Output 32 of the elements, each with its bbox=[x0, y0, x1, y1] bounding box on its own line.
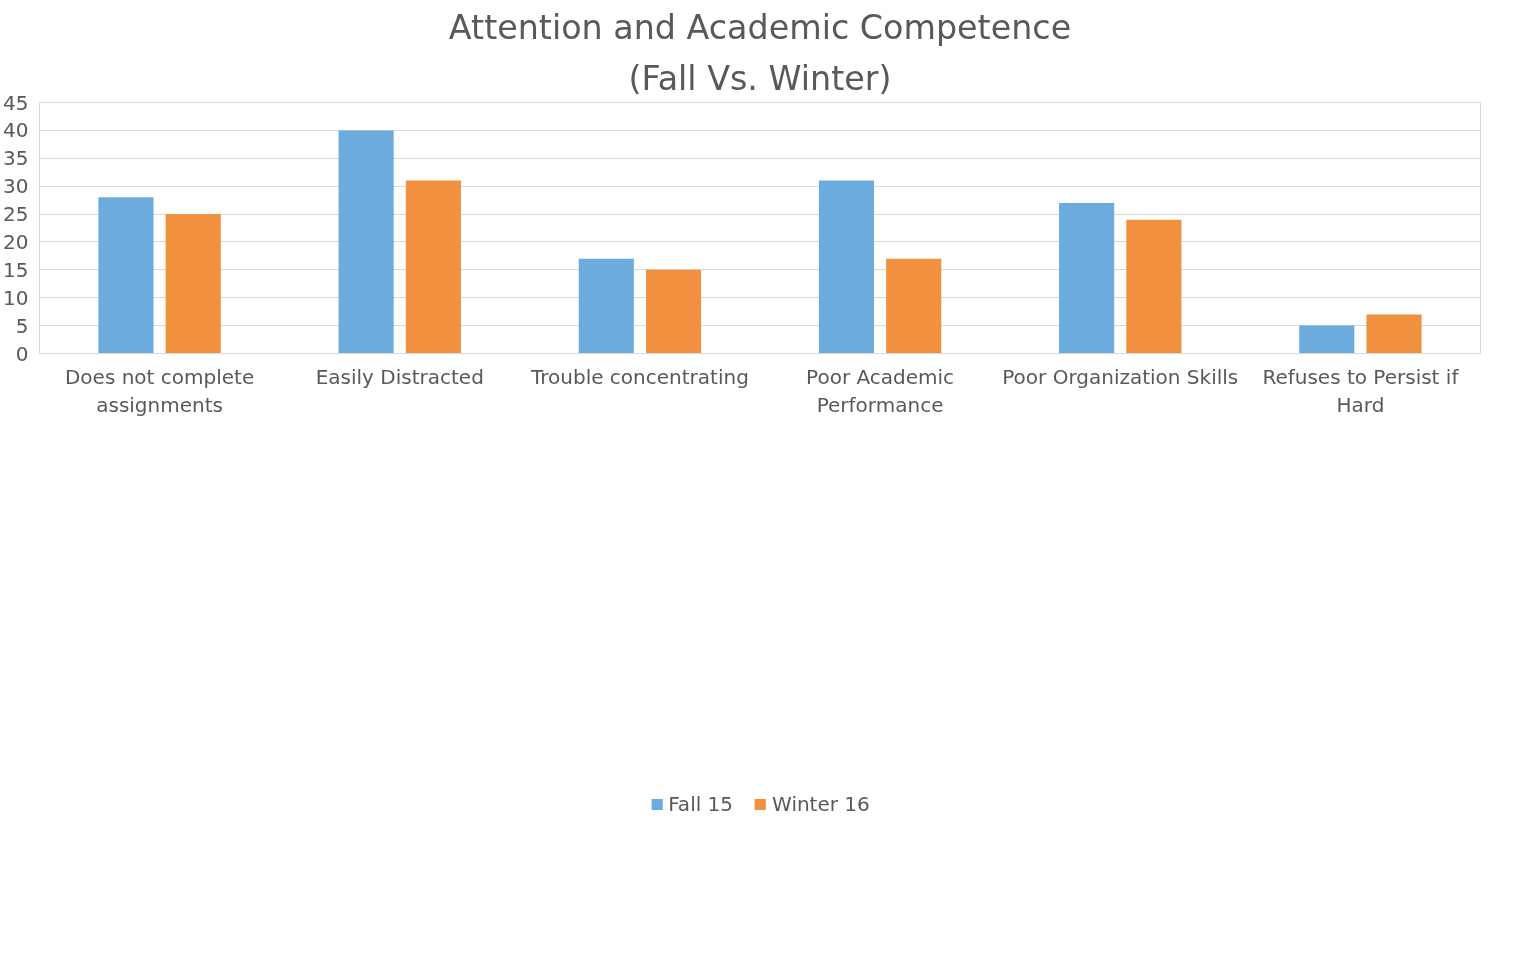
y-tick-label: 15 bbox=[3, 257, 29, 282]
bar bbox=[1299, 325, 1355, 354]
y-tick-label: 30 bbox=[3, 174, 29, 199]
y-tick-label: 10 bbox=[3, 285, 29, 310]
legend-label: Winter 16 bbox=[772, 792, 870, 816]
x-tick-label: Refuses to Persist if Hard bbox=[1262, 364, 1460, 418]
bar bbox=[405, 180, 461, 354]
y-tick-label: 0 bbox=[15, 341, 29, 366]
bar bbox=[645, 269, 702, 354]
bar bbox=[165, 214, 221, 354]
bar bbox=[1059, 202, 1115, 354]
bar bbox=[98, 197, 154, 354]
bar bbox=[1366, 314, 1422, 354]
bar bbox=[338, 130, 394, 354]
bar bbox=[886, 258, 942, 354]
x-tick-label: Poor Organization Skills bbox=[1002, 364, 1239, 389]
x-tick-label: Easily Distracted bbox=[315, 364, 484, 389]
x-tick-label: Does not complete assignments bbox=[64, 364, 255, 418]
y-tick-label: 25 bbox=[3, 202, 29, 227]
bar bbox=[1126, 219, 1182, 354]
chart-title: Attention and Academic Competence bbox=[448, 7, 1072, 47]
y-tick-label: 20 bbox=[3, 229, 29, 254]
bar bbox=[818, 180, 875, 354]
y-tick-label: 35 bbox=[3, 146, 29, 171]
y-tick-label: 40 bbox=[3, 118, 29, 143]
x-tick-label: Poor Academic Performance bbox=[806, 364, 955, 418]
chart-subtitle: (Fall Vs. Winter) bbox=[628, 58, 892, 98]
bar bbox=[578, 258, 634, 354]
y-tick-label: 45 bbox=[3, 90, 29, 115]
x-tick-label: Trouble concentrating bbox=[529, 364, 749, 389]
y-tick-label: 5 bbox=[15, 313, 29, 338]
legend-label: Fall 15 bbox=[668, 792, 734, 816]
